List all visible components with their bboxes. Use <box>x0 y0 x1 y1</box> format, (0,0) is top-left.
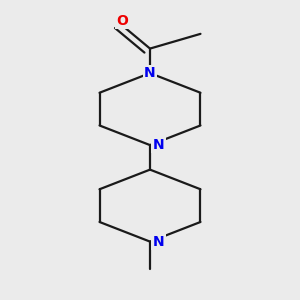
Text: N: N <box>153 138 164 152</box>
Text: O: O <box>117 14 129 28</box>
Text: N: N <box>144 66 156 80</box>
Text: N: N <box>153 235 164 249</box>
